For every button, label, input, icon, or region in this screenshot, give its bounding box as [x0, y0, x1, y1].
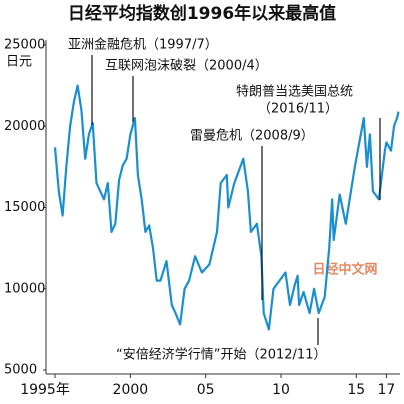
annotation: （2016/11） [258, 102, 338, 117]
y-tick-label: 20000 [4, 119, 45, 134]
annotation: “安倍经济学行情”开始（2012/11） [116, 347, 326, 363]
x-tick-label: 17 [378, 382, 396, 398]
data-line [53, 84, 400, 331]
y-unit: 日元 [6, 55, 32, 70]
x-tick-label: 10 [272, 382, 290, 398]
annotation: 亚洲金融危机（1997/7） [68, 37, 218, 53]
annotation: 雷曼危机（2008/9） [190, 129, 314, 144]
x-tick-label: 05 [197, 382, 215, 398]
x-tick-label: 1995年 [20, 382, 70, 398]
y-tick-label: 25000 [4, 38, 45, 53]
y-tick-label: 15000 [4, 200, 45, 215]
y-tick-label: 10000 [4, 281, 45, 296]
x-tick-label: 15 [347, 382, 365, 398]
watermark: 日经中文网 [312, 262, 377, 278]
annotation: 特朗普当选美国总统 [236, 85, 353, 100]
annotation: 互联网泡沫破裂（2000/4） [105, 59, 268, 74]
y-tick-label: 5000 [4, 363, 37, 378]
chart-title: 日经平均指数创1996年以来最高值 [68, 3, 336, 24]
x-tick-label: 2000 [113, 382, 149, 398]
